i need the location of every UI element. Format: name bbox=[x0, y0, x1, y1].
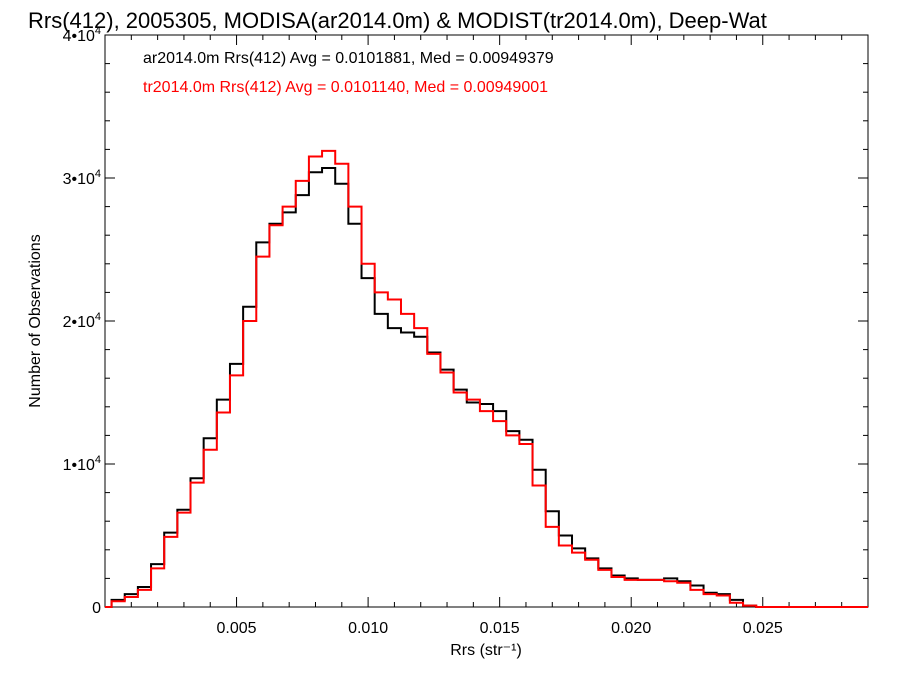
x-tick-label: 0.005 bbox=[217, 620, 257, 637]
y-tick-label: 0 bbox=[92, 600, 101, 617]
y-tick-label: 2•104 bbox=[63, 311, 101, 331]
series-line-tr2014-0m bbox=[105, 149, 868, 608]
y-axis-label: Number of Observations bbox=[27, 234, 44, 407]
plot-frame bbox=[104, 34, 869, 608]
y-axis-tick-labels: 0 1•104 2•104 3•104 4•104 bbox=[63, 25, 102, 617]
series-group bbox=[105, 149, 868, 608]
y-tick-label: 3•104 bbox=[63, 168, 101, 188]
chart-title: Rrs(412), 2005305, MODISA(ar2014.0m) & M… bbox=[28, 8, 767, 33]
x-axis-label: Rrs (str⁻¹) bbox=[450, 642, 522, 659]
legend-entry-ar2014: ar2014.0m Rrs(412) Avg = 0.0101881, Med … bbox=[143, 50, 554, 67]
x-tick-label: 0.015 bbox=[480, 620, 520, 637]
x-axis-tick-labels: 0.005 0.010 0.015 0.020 0.025 bbox=[217, 620, 783, 637]
x-tick-label: 0.010 bbox=[348, 620, 388, 637]
legend-entry-tr2014: tr2014.0m Rrs(412) Avg = 0.0101140, Med … bbox=[143, 79, 548, 96]
y-tick-label: 1•104 bbox=[63, 454, 101, 474]
y-axis-ticks bbox=[105, 63, 868, 579]
series-line-ar2014-0m bbox=[105, 166, 868, 608]
x-axis-ticks bbox=[130, 35, 843, 607]
x-tick-label: 0.025 bbox=[743, 620, 783, 637]
x-tick-label: 0.020 bbox=[611, 620, 651, 637]
y-tick-label: 4•104 bbox=[63, 25, 101, 45]
